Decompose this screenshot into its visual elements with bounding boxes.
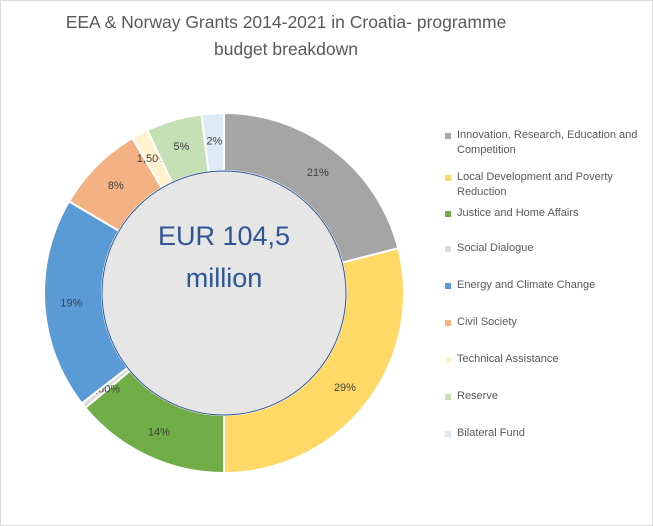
legend-swatch	[445, 133, 451, 139]
legend-item-social-dialogue: Social Dialogue	[445, 241, 650, 256]
legend-swatch	[445, 283, 451, 289]
legend-item-energy-and-climate-change: Energy and Climate Change	[445, 278, 650, 293]
legend-swatch	[445, 431, 451, 437]
legend-swatch	[445, 246, 451, 252]
donut-center	[101, 170, 347, 416]
chart-title: EEA & Norway Grants 2014-2021 in Croatia…	[65, 12, 507, 59]
legend-item-justice-and-home-affairs: Justice and Home Affairs	[445, 206, 650, 221]
center-total-label: EUR 104,5 million	[157, 221, 291, 293]
legend-label: Justice and Home Affairs	[457, 207, 579, 219]
legend-label: Bilateral Fund	[457, 427, 525, 439]
legend-swatch	[445, 211, 451, 217]
legend-item-local-development-and-poverty-reduction: Local Development and Poverty Reduction	[445, 170, 650, 200]
legend-swatch	[445, 394, 451, 400]
legend-item-civil-society: Civil Society	[445, 315, 650, 330]
data-label-justice-and-home-affairs: 14%	[148, 426, 170, 438]
legend-label: Social Dialogue	[457, 242, 534, 254]
data-label-innovation-research-education-and-competition: 21%	[307, 167, 329, 179]
legend-swatch	[445, 320, 451, 326]
legend-item-bilateral-fund: Bilateral Fund	[445, 426, 650, 441]
legend-item-innovation-research-education-and-competition: Innovation, Research, Education and Comp…	[445, 128, 650, 158]
legend-swatch	[445, 175, 451, 181]
data-label-energy-and-climate-change: 19%	[60, 298, 82, 310]
data-label-reserve: 5%	[173, 141, 189, 153]
data-label-civil-society: 8%	[108, 180, 124, 192]
legend-item-technical-assistance: Technical Assistance	[445, 352, 650, 367]
data-label-bilateral-fund: 2%	[206, 135, 222, 147]
legend-label: Civil Society	[457, 316, 517, 328]
legend-label: Reserve	[457, 390, 498, 402]
legend-label: Technical Assistance	[457, 353, 559, 365]
legend-label: Local Development and Poverty Reduction	[457, 171, 613, 198]
legend-label: Energy and Climate Change	[457, 279, 596, 291]
legend-item-reserve: Reserve	[445, 389, 650, 404]
data-label-local-development-and-poverty-reduction: 29%	[334, 382, 356, 394]
legend-label: Innovation, Research, Education and Comp…	[457, 129, 638, 156]
legend-swatch	[445, 357, 451, 363]
